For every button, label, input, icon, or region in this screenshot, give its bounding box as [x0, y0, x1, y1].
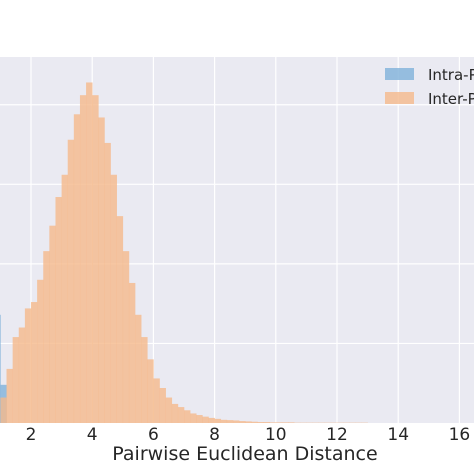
- inter-histogram-bar: [6, 368, 13, 423]
- inter-histogram-bar: [92, 95, 99, 423]
- inter-histogram-bar: [153, 378, 160, 423]
- inter-histogram-bar: [159, 387, 166, 423]
- x-tick-label: 2: [26, 425, 37, 445]
- inter-histogram-bar: [171, 403, 179, 423]
- inter-histogram-bar: [122, 251, 130, 423]
- inter-histogram-bar: [281, 422, 289, 423]
- intra-histogram-bar: [0, 314, 1, 423]
- inter-histogram-bar: [110, 174, 117, 423]
- inter-histogram-bar: [128, 282, 136, 423]
- inter-histogram-bar: [251, 421, 258, 423]
- inter-histogram-bar: [55, 197, 62, 423]
- inter-histogram-bar: [208, 417, 215, 423]
- x-tick-label: 8: [209, 425, 220, 445]
- x-tick-label: 16: [449, 425, 471, 445]
- inter-histogram-bar: [257, 422, 264, 423]
- x-axis-title: Pairwise Euclidean Distance: [112, 443, 377, 465]
- legend-swatch-inter: [385, 92, 414, 104]
- x-tick-label: 6: [148, 425, 159, 445]
- inter-histogram-bar: [288, 422, 295, 423]
- inter-histogram-bar: [24, 308, 32, 423]
- x-tick-label: 10: [265, 425, 287, 445]
- inter-histogram-bar: [220, 419, 228, 423]
- inter-histogram-bar: [190, 413, 197, 423]
- inter-histogram-bar: [202, 416, 209, 423]
- inter-histogram-bar: [18, 327, 26, 423]
- inter-histogram-bar: [135, 314, 142, 423]
- legend-label-intra: Intra-Pa: [428, 66, 474, 84]
- inter-histogram-bar: [67, 139, 75, 423]
- inter-histogram-bar: [61, 174, 69, 423]
- legend: Intra-Pa Inter-Pa: [385, 66, 474, 108]
- inter-histogram-bar: [263, 422, 270, 423]
- histogram-bars: [0, 82, 368, 424]
- inter-histogram-bar: [147, 359, 154, 423]
- inter-histogram-bar: [214, 418, 222, 423]
- inter-histogram-bar: [275, 422, 283, 423]
- inter-histogram-bar: [98, 117, 105, 423]
- inter-histogram-bar: [116, 216, 124, 423]
- inter-histogram-bar: [196, 415, 203, 423]
- inter-histogram-bar: [177, 407, 185, 423]
- inter-histogram-bar: [12, 337, 20, 423]
- x-tick-label: 14: [387, 425, 409, 445]
- x-axis-ticks: 2 4 6 8 10 12 14 16: [26, 425, 471, 445]
- inter-histogram-bar: [141, 337, 148, 423]
- x-tick-label: 12: [326, 425, 348, 445]
- inter-histogram-bar: [31, 302, 38, 423]
- inter-histogram-bar: [232, 420, 240, 423]
- inter-histogram-bar: [73, 114, 81, 423]
- inter-histogram-bar: [104, 142, 111, 424]
- inter-histogram-bar: [86, 82, 93, 423]
- inter-histogram-bar: [49, 225, 56, 423]
- inter-histogram-bar: [37, 279, 44, 423]
- inter-histogram-bar: [165, 397, 173, 423]
- inter-histogram-bar: [239, 421, 246, 423]
- inter-histogram-bar: [184, 410, 191, 423]
- inter-histogram-bar: [226, 420, 234, 423]
- x-tick-label: 4: [87, 425, 98, 445]
- inter-histogram-bar: [79, 95, 87, 423]
- legend-swatch-intra: [385, 68, 414, 80]
- inter-histogram-bar: [245, 421, 252, 423]
- legend-label-inter: Inter-Pa: [428, 90, 474, 108]
- inter-histogram-bar: [0, 397, 7, 423]
- inter-histogram-bar: [43, 251, 50, 423]
- inter-histogram-bar: [269, 422, 277, 423]
